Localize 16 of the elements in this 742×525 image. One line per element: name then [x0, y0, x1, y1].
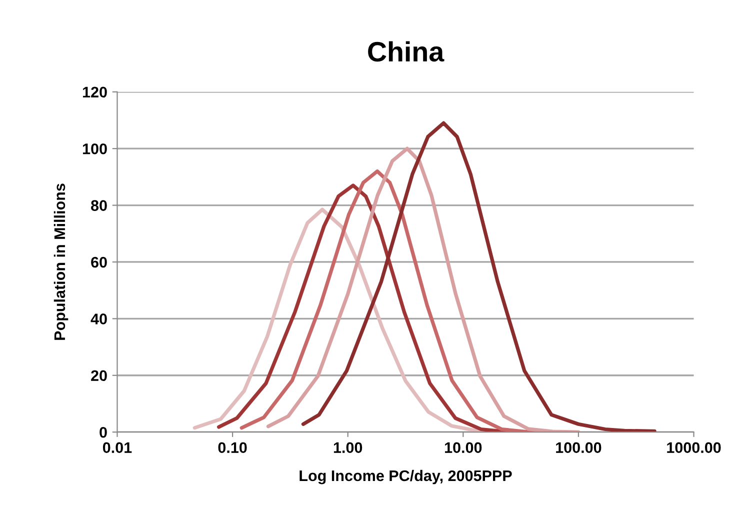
x-tick-label: 0.01: [102, 442, 132, 454]
x-tick-label: 100.00: [556, 442, 602, 454]
y-tick-label: 120: [82, 86, 107, 98]
y-tick-label: 100: [82, 143, 107, 154]
y-tick-label: 0: [100, 426, 107, 438]
x-tick-label: 1000.00: [667, 442, 721, 454]
y-tick-label: 20: [91, 370, 107, 382]
y-tick-label: 60: [91, 256, 107, 268]
x-axis-title: Log Income PC/day, 2005PPP: [300, 470, 512, 484]
y-axis-title: Population in Millions: [54, 184, 68, 340]
x-tick-label: 1.00: [334, 442, 362, 454]
x-tick-label: 10.00: [445, 442, 482, 454]
chart-title: China: [368, 41, 444, 62]
x-tick-label: 0.10: [218, 442, 247, 454]
y-tick-label: 40: [90, 314, 107, 324]
y-tick-label: 80: [91, 200, 107, 211]
